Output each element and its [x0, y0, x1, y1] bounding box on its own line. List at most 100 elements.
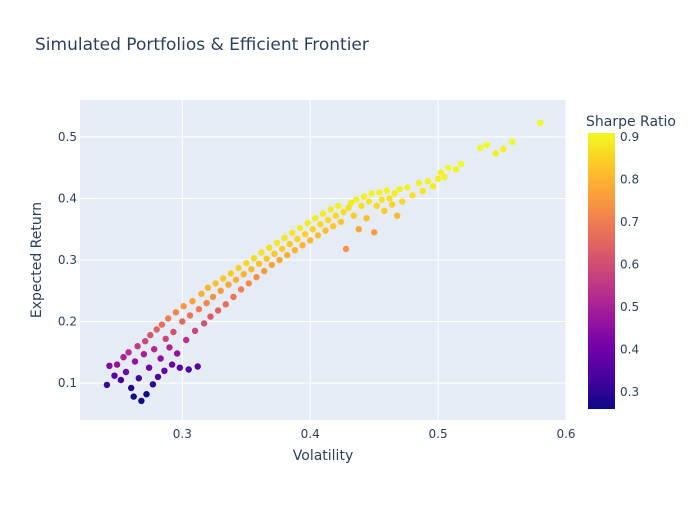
x-axis-ticks: 0.3 0.4 0.5 0.6: [173, 427, 576, 441]
scatter-point: [250, 255, 258, 262]
scatter-point: [106, 362, 113, 369]
scatter-point: [138, 397, 145, 405]
x-tick-label: 0.3: [173, 427, 192, 441]
scatter-point: [445, 164, 452, 171]
x-tick-label: 0.6: [556, 427, 575, 441]
scatter-point: [255, 260, 263, 267]
scatter-point: [477, 144, 484, 152]
scatter-point: [391, 190, 398, 197]
scatter-point: [128, 384, 135, 392]
scatter-point: [214, 307, 222, 314]
scatter-point: [365, 198, 373, 205]
scatter-point: [145, 364, 153, 371]
scatter-point: [355, 226, 362, 233]
scatter-point: [207, 313, 214, 320]
colorbar-ticks: 0.3 0.4 0.5 0.6 0.7 0.8 0.9: [620, 130, 639, 399]
scatter-point: [371, 229, 378, 236]
scatter-point: [111, 372, 118, 379]
scatter-point: [243, 259, 250, 267]
scatter-point: [153, 326, 160, 333]
scatter-point: [276, 256, 283, 264]
scatter-point: [314, 232, 322, 239]
scatter-point: [162, 335, 169, 342]
scatter-point: [537, 119, 544, 127]
scatter-point: [261, 267, 268, 275]
colorbar-tick-label: 0.9: [620, 130, 639, 144]
scatter-point: [140, 351, 148, 358]
y-axis-ticks: 0.1 0.2 0.3 0.4 0.5: [58, 130, 77, 390]
scatter-point: [452, 166, 460, 173]
grid-lines: [80, 100, 567, 420]
scatter-point: [324, 216, 332, 224]
scatter-point: [437, 169, 444, 176]
scatter-point: [149, 381, 157, 388]
scatter-point: [340, 208, 347, 216]
scatter-point: [154, 373, 162, 381]
colorbar-tick-label: 0.5: [620, 300, 639, 314]
scatter-point: [147, 331, 154, 339]
colorbar-title: Sharpe Ratio: [586, 114, 676, 130]
scatter-point: [429, 183, 437, 190]
scatter-point: [125, 349, 132, 356]
scatter-point: [483, 141, 490, 149]
colorbar-tick-label: 0.8: [620, 173, 639, 187]
scatter-point: [230, 293, 237, 301]
scatter-point: [345, 204, 352, 211]
scatter-point: [204, 284, 212, 291]
scatter-point: [317, 221, 324, 228]
scatter-point: [294, 235, 301, 243]
scatter-point: [404, 184, 411, 191]
scatter-point: [383, 187, 391, 194]
scatter-point: [312, 215, 319, 222]
scatter-point: [131, 358, 139, 365]
scatter-point: [273, 239, 281, 246]
scatter-point: [209, 293, 217, 301]
scatter-point: [457, 160, 465, 168]
scatter-point: [135, 375, 142, 382]
scatter-point: [296, 224, 304, 232]
scatter-point: [268, 261, 275, 269]
scatter-point: [263, 255, 270, 262]
y-tick-label: 0.1: [58, 376, 77, 390]
scatter-point: [319, 210, 327, 217]
scatter-point: [307, 237, 314, 244]
colorbar[interactable]: [588, 133, 615, 409]
y-tick-label: 0.2: [58, 315, 77, 329]
scatter-point: [368, 190, 375, 197]
y-tick-label: 0.4: [58, 191, 77, 205]
scatter-point: [174, 350, 181, 357]
scatter-point: [363, 215, 370, 222]
scatter-point: [170, 328, 177, 336]
scatter-point: [304, 219, 311, 227]
scatter-point: [143, 391, 150, 398]
y-axis-label: Expected Return: [29, 202, 45, 318]
scatter-point: [130, 393, 137, 400]
scatter-point: [220, 275, 227, 282]
scatter-point: [378, 196, 385, 203]
scatter-point: [330, 223, 337, 230]
scatter-point: [245, 280, 252, 287]
scatter-point: [194, 363, 201, 370]
scatter-point: [198, 290, 205, 297]
scatter-point: [424, 178, 432, 185]
scatter-point: [113, 361, 121, 368]
scatter-point: [232, 276, 240, 283]
scatter-point: [286, 240, 293, 248]
scatter-point: [253, 274, 260, 281]
scatter-point: [134, 343, 141, 350]
scatter-point: [237, 286, 245, 293]
scatter-point: [189, 298, 196, 305]
colorbar-tick-label: 0.6: [620, 258, 639, 272]
colorbar-tick-label: 0.3: [620, 385, 639, 399]
scatter-point: [172, 309, 180, 316]
scatter-point: [441, 173, 448, 181]
scatter-point: [266, 244, 273, 251]
scatter-point: [399, 198, 406, 205]
scatter-point: [168, 361, 176, 368]
scatter-point: [158, 321, 166, 328]
scatter-point: [165, 315, 172, 322]
scatter-point: [409, 192, 416, 199]
y-tick-label: 0.3: [58, 253, 77, 267]
scatter-point: [299, 242, 306, 249]
scatter-point: [183, 336, 190, 344]
